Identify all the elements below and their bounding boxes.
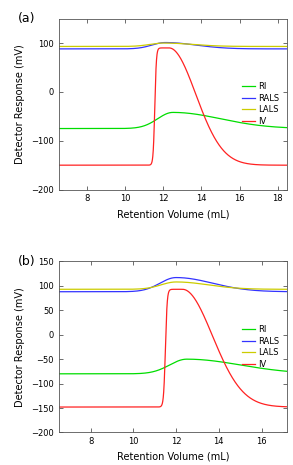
LALS xyxy=(154,41,158,46)
Y-axis label: Detector Response (mV): Detector Response (mV) xyxy=(16,44,25,164)
RI xyxy=(83,371,86,377)
RI xyxy=(154,368,158,374)
RI xyxy=(57,371,60,377)
IV xyxy=(96,404,100,410)
RALS xyxy=(83,289,86,294)
RI xyxy=(281,125,285,130)
Legend: RI, RALS, LALS, IV: RI, RALS, LALS, IV xyxy=(240,81,281,127)
Line: LALS: LALS xyxy=(59,282,287,289)
Line: IV: IV xyxy=(59,48,287,165)
IV xyxy=(83,162,86,168)
Line: RALS: RALS xyxy=(59,42,287,49)
RALS xyxy=(174,275,178,280)
LALS xyxy=(256,44,260,49)
IV xyxy=(154,63,158,68)
IV xyxy=(256,162,260,167)
LALS xyxy=(96,286,100,292)
RI xyxy=(285,125,289,130)
RI xyxy=(256,122,260,128)
IV xyxy=(154,404,158,410)
LALS xyxy=(256,286,260,292)
RI xyxy=(256,365,260,371)
RI xyxy=(171,110,175,115)
RI xyxy=(144,122,148,128)
RI xyxy=(83,126,86,131)
IV xyxy=(181,286,184,292)
X-axis label: Retention Volume (mL): Retention Volume (mL) xyxy=(117,209,229,219)
Line: RI: RI xyxy=(59,359,287,374)
IV xyxy=(285,404,289,410)
RI xyxy=(144,370,148,376)
RI xyxy=(281,368,285,374)
LALS xyxy=(281,44,285,49)
IV xyxy=(167,45,171,51)
RALS xyxy=(144,286,148,292)
RALS xyxy=(96,46,100,52)
RALS xyxy=(96,289,100,294)
LALS xyxy=(57,44,60,49)
Legend: RI, RALS, LALS, IV: RI, RALS, LALS, IV xyxy=(240,324,281,370)
RI xyxy=(185,356,188,362)
RI xyxy=(96,371,100,377)
LALS xyxy=(144,42,148,48)
IV xyxy=(256,399,260,405)
X-axis label: Retention Volume (mL): Retention Volume (mL) xyxy=(117,452,229,462)
IV xyxy=(57,162,60,168)
Y-axis label: Detector Response (mV): Detector Response (mV) xyxy=(16,287,25,407)
LALS xyxy=(83,286,86,292)
LALS xyxy=(96,44,100,49)
LALS xyxy=(285,44,289,49)
RALS xyxy=(285,289,289,294)
RALS xyxy=(281,289,285,294)
LALS xyxy=(281,286,285,292)
RALS xyxy=(154,282,158,288)
RI xyxy=(285,369,289,374)
RALS xyxy=(57,289,60,294)
IV xyxy=(281,162,285,168)
RI xyxy=(57,126,60,131)
RALS xyxy=(83,46,86,52)
LALS xyxy=(174,279,178,285)
LALS xyxy=(162,40,165,46)
LALS xyxy=(285,286,289,292)
IV xyxy=(83,404,86,410)
IV xyxy=(96,162,100,168)
Line: IV: IV xyxy=(59,289,287,407)
Line: LALS: LALS xyxy=(59,43,287,46)
Line: RALS: RALS xyxy=(59,278,287,292)
RALS xyxy=(256,46,260,52)
RALS xyxy=(57,46,60,52)
RALS xyxy=(163,40,167,45)
IV xyxy=(57,404,60,410)
IV xyxy=(144,162,148,168)
LALS xyxy=(83,44,86,49)
RI xyxy=(96,126,100,131)
RI xyxy=(154,117,158,122)
IV xyxy=(285,162,289,168)
RALS xyxy=(144,44,148,49)
LALS xyxy=(144,286,148,291)
LALS xyxy=(57,286,60,292)
IV xyxy=(144,404,148,410)
IV xyxy=(281,404,285,409)
Text: (a): (a) xyxy=(18,12,35,25)
RALS xyxy=(285,46,289,52)
RALS xyxy=(154,41,158,46)
Line: RI: RI xyxy=(59,113,287,128)
Text: (b): (b) xyxy=(18,255,35,267)
LALS xyxy=(154,284,158,289)
RALS xyxy=(281,46,285,52)
RALS xyxy=(256,288,260,293)
